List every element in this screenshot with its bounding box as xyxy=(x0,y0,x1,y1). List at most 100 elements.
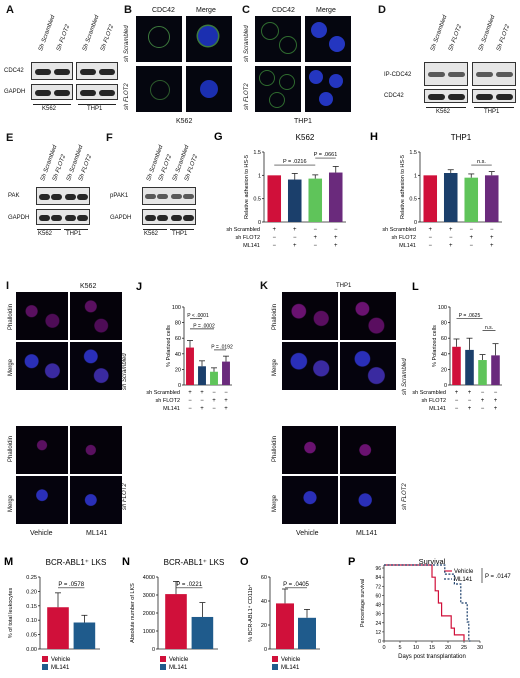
treatment-symbol: + xyxy=(428,227,432,233)
blot-row-label: pPAK1 xyxy=(110,193,129,199)
treatment-symbol: + xyxy=(494,406,498,412)
microscopy-image xyxy=(340,476,396,524)
panel-letter: O xyxy=(240,556,249,568)
bar xyxy=(328,172,343,222)
treatment-symbol: + xyxy=(449,227,453,233)
p-value: P = .0002 xyxy=(193,323,215,329)
significance-label: n.s. xyxy=(477,159,486,165)
p-value: P < .0001 xyxy=(187,313,209,319)
y-axis-label: % Polarized cells xyxy=(432,325,438,367)
microscopy-image xyxy=(136,16,182,62)
cell-line-label: K562 xyxy=(144,231,159,237)
treatment-symbol: + xyxy=(200,390,204,396)
bar xyxy=(165,594,187,649)
panel-letter: L xyxy=(412,281,419,293)
y-tick-label: 1 xyxy=(414,173,417,179)
treatment-symbol: − xyxy=(313,227,317,233)
microscopy-image xyxy=(282,292,338,340)
legend-swatch xyxy=(160,656,166,662)
row-label: Merge xyxy=(272,358,278,376)
treatment-symbol: + xyxy=(469,235,473,241)
y-tick-label: 0.25 xyxy=(26,575,37,581)
chart-l: L 0 20 40 60 80 100 % Polarized cells sh Scrambl… xyxy=(412,281,502,412)
y-tick-label: 20 xyxy=(441,367,447,373)
treatment-symbol: + xyxy=(334,243,338,249)
treatment-symbol: − xyxy=(188,398,192,404)
significance-label: n.s. xyxy=(485,325,493,331)
chart-j: J 0 20 40 60 80 100 % Polarized cells sh Scrambl… xyxy=(136,281,233,412)
bar xyxy=(73,622,96,649)
cell-line-label: THP1 xyxy=(484,109,500,115)
side-label: sh Scrambled xyxy=(402,358,408,395)
col-header: Sh Scrambled xyxy=(478,14,497,53)
y-tick-label: 60 xyxy=(375,593,381,599)
p-value: P = .0192 xyxy=(211,344,233,350)
bar xyxy=(452,346,461,385)
treatment-symbol: − xyxy=(212,390,216,396)
microscopy-image xyxy=(70,292,122,340)
y-tick-label: 0 xyxy=(414,220,417,226)
treatment-symbol: + xyxy=(490,235,494,241)
panel-letter: H xyxy=(370,131,378,143)
treatment-symbol: − xyxy=(468,398,472,404)
treatment-label: sh FLOT2 xyxy=(392,235,416,241)
y-tick-label: 0.10 xyxy=(26,618,37,624)
western-blot xyxy=(472,62,516,86)
y-tick-label: 4000 xyxy=(143,575,155,581)
panel-letter-f: F xyxy=(106,132,113,144)
row-label: Merge xyxy=(8,494,14,512)
p-value: P = .0405 xyxy=(283,582,309,588)
col-header: Sh Scrambled xyxy=(82,14,101,53)
cell-line-label: THP1 xyxy=(294,118,312,125)
y-axis-label: % of total leukocytes xyxy=(8,588,14,639)
x-tick-label: 25 xyxy=(461,645,467,651)
y-tick-label: 0 xyxy=(258,220,261,226)
western-blot xyxy=(76,84,118,100)
treatment-label: sh Scrambled xyxy=(146,390,180,396)
row-label: sh Scrambled xyxy=(244,25,250,62)
row-label: Phalloidin xyxy=(8,303,14,330)
bar xyxy=(186,347,194,385)
cell-line-label: K562 xyxy=(38,231,53,237)
x-tick-label: 15 xyxy=(429,645,435,651)
y-tick-label: 0 xyxy=(178,383,181,389)
blot-row-label: IP-CDC42 xyxy=(384,72,412,78)
side-label: sh FLOT2 xyxy=(122,483,128,510)
western-blot xyxy=(36,187,90,205)
row-label: sh FLOT2 xyxy=(244,83,250,110)
treatment-symbol: + xyxy=(449,243,453,249)
bar xyxy=(464,177,479,222)
p-value: P = .0578 xyxy=(58,582,84,588)
y-tick-label: 100 xyxy=(438,305,447,311)
cell-line-label: K562 xyxy=(80,283,97,290)
western-blot xyxy=(142,209,196,225)
legend-label: Vehicle xyxy=(51,657,71,663)
microscopy-image xyxy=(305,16,351,62)
chart-n: N BCR-ABL1⁺ LKS 0 1000 2000 3000 4000 Absolute … xyxy=(122,556,224,671)
microscopy-image xyxy=(282,476,338,524)
bar xyxy=(298,617,316,649)
col-header: Merge xyxy=(316,7,336,14)
treatment-symbol: − xyxy=(490,227,494,233)
bar xyxy=(267,175,282,222)
bar xyxy=(478,360,487,385)
treatment-symbol: − xyxy=(449,235,453,241)
p-value: P = .0221 xyxy=(176,582,202,588)
row-label: Merge xyxy=(272,494,278,512)
row-label: Phalloidin xyxy=(8,435,14,462)
y-tick-label: 100 xyxy=(172,305,181,311)
y-axis-label: Absolute number of LKS xyxy=(130,583,136,643)
legend-label: ML141 xyxy=(454,577,473,583)
side-label: sh Scrambled xyxy=(122,353,128,390)
bar xyxy=(222,361,230,385)
y-tick-label: 40 xyxy=(175,352,181,358)
microscopy-image xyxy=(340,426,396,474)
cell-line-label: THP1 xyxy=(172,231,188,237)
bar xyxy=(287,179,302,222)
p-value: P = .0661 xyxy=(314,152,338,158)
western-blot xyxy=(31,62,73,80)
treatment-label: ML141 xyxy=(399,243,416,249)
treatment-symbol: + xyxy=(313,235,317,241)
treatment-symbol: + xyxy=(490,243,494,249)
cell-line-label: K562 xyxy=(436,109,451,115)
